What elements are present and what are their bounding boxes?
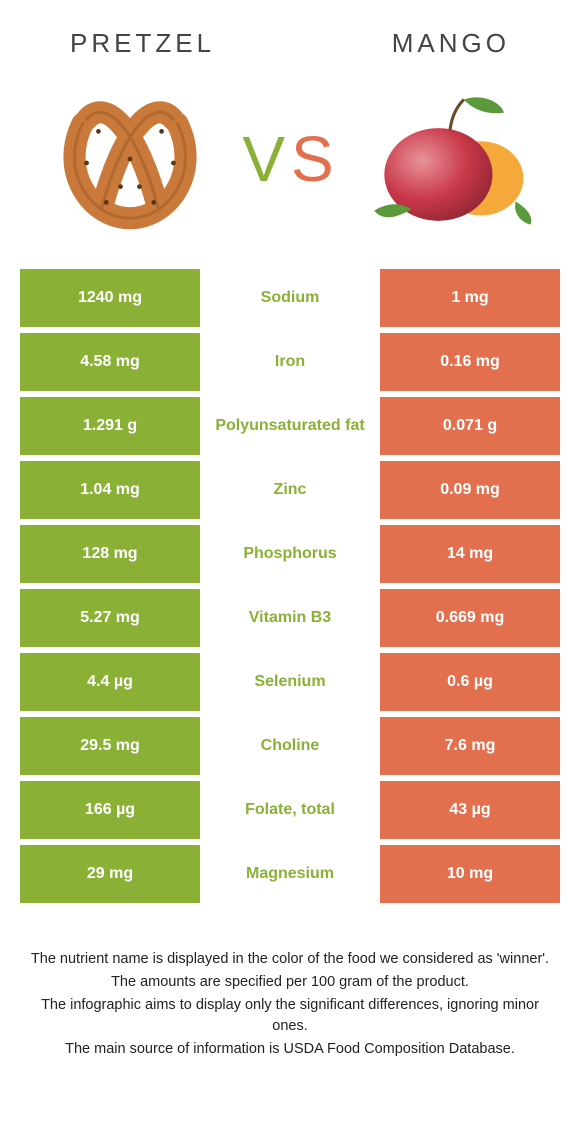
- right-value: 0.16 mg: [380, 333, 560, 391]
- vs-v: V: [242, 122, 289, 196]
- right-value: 7.6 mg: [380, 717, 560, 775]
- table-row: 4.58 mgIron0.16 mg: [20, 333, 560, 391]
- left-value: 1.291 g: [20, 397, 200, 455]
- nutrient-name: Phosphorus: [200, 525, 380, 583]
- nutrition-table: 1240 mgSodium1 mg 4.58 mgIron0.16 mg 1.291…: [0, 269, 580, 903]
- left-value: 1.04 mg: [20, 461, 200, 519]
- hero: V S: [0, 59, 580, 269]
- right-value: 14 mg: [380, 525, 560, 583]
- table-row: 1.291 gPolyunsaturated fat0.071 g: [20, 397, 560, 455]
- left-value: 4.58 mg: [20, 333, 200, 391]
- nutrient-name: Zinc: [200, 461, 380, 519]
- left-value: 29 mg: [20, 845, 200, 903]
- table-row: 1.04 mgZinc0.09 mg: [20, 461, 560, 519]
- infographic: Pretzel Mango: [0, 0, 580, 1060]
- right-food-title: Mango: [392, 28, 510, 59]
- mango-icon: [365, 84, 535, 234]
- footnotes: The nutrient name is displayed in the co…: [0, 909, 580, 1060]
- footnote-line: The main source of information is USDA F…: [30, 1039, 550, 1060]
- nutrient-name: Sodium: [200, 269, 380, 327]
- footnote-line: The amounts are specified per 100 gram o…: [30, 972, 550, 993]
- left-value: 166 µg: [20, 781, 200, 839]
- nutrient-name: Vitamin B3: [200, 589, 380, 647]
- nutrient-name: Magnesium: [200, 845, 380, 903]
- mango-image: [360, 79, 540, 239]
- header: Pretzel Mango: [0, 0, 580, 59]
- nutrient-name: Folate, total: [200, 781, 380, 839]
- table-row: 4.4 µgSelenium0.6 µg: [20, 653, 560, 711]
- right-value: 43 µg: [380, 781, 560, 839]
- vs-s: S: [291, 122, 338, 196]
- right-value: 0.6 µg: [380, 653, 560, 711]
- pretzel-icon: [50, 84, 210, 234]
- right-value: 0.669 mg: [380, 589, 560, 647]
- table-row: 1240 mgSodium1 mg: [20, 269, 560, 327]
- left-value: 29.5 mg: [20, 717, 200, 775]
- table-row: 29.5 mgCholine7.6 mg: [20, 717, 560, 775]
- left-value: 128 mg: [20, 525, 200, 583]
- pretzel-image: [40, 79, 220, 239]
- left-value: 1240 mg: [20, 269, 200, 327]
- table-row: 5.27 mgVitamin B30.669 mg: [20, 589, 560, 647]
- right-value: 0.071 g: [380, 397, 560, 455]
- left-food-title: Pretzel: [70, 28, 215, 59]
- nutrient-name: Iron: [200, 333, 380, 391]
- nutrient-name: Selenium: [200, 653, 380, 711]
- left-value: 5.27 mg: [20, 589, 200, 647]
- footnote-line: The infographic aims to display only the…: [30, 995, 550, 1037]
- right-value: 1 mg: [380, 269, 560, 327]
- table-row: 29 mgMagnesium10 mg: [20, 845, 560, 903]
- left-value: 4.4 µg: [20, 653, 200, 711]
- vs-label: V S: [242, 122, 337, 196]
- nutrient-name: Choline: [200, 717, 380, 775]
- table-row: 128 mgPhosphorus14 mg: [20, 525, 560, 583]
- nutrient-name: Polyunsaturated fat: [200, 397, 380, 455]
- table-row: 166 µgFolate, total43 µg: [20, 781, 560, 839]
- right-value: 0.09 mg: [380, 461, 560, 519]
- footnote-line: The nutrient name is displayed in the co…: [30, 949, 550, 970]
- right-value: 10 mg: [380, 845, 560, 903]
